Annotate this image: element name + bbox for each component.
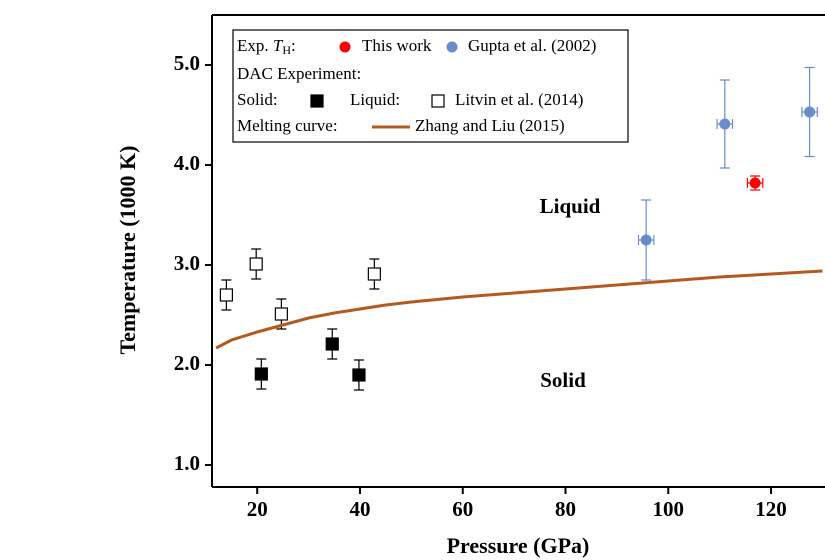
legend-label: Gupta et al. (2002) — [468, 36, 596, 55]
legend-label: Solid: — [237, 90, 278, 109]
legend-exp-label: Exp. TH: — [237, 36, 296, 57]
square-marker — [249, 257, 263, 271]
square-marker — [254, 367, 268, 381]
legend-label: Zhang and Liu (2015) — [415, 116, 565, 135]
legend-exp-subscript: H — [282, 43, 291, 57]
circle-marker — [640, 234, 652, 246]
legend-exp-text: Exp. — [237, 36, 273, 55]
x-tick-label: 60 — [452, 497, 473, 521]
y-tick-label: 3.0 — [174, 251, 200, 275]
square-marker — [219, 288, 233, 302]
x-axis-label: Pressure (GPa) — [447, 533, 590, 558]
y-tick-label: 5.0 — [174, 51, 200, 75]
region-annotation: Liquid — [540, 194, 601, 218]
y-tick-label: 4.0 — [174, 151, 200, 175]
y-tick-label: 1.0 — [174, 451, 200, 475]
legend-exp-colon: : — [291, 36, 296, 55]
x-tick-label: 80 — [555, 497, 576, 521]
legend-label: Liquid: — [350, 90, 400, 109]
x-tick-label: 20 — [247, 497, 268, 521]
legend: Exp. TH: DAC Experiment: Litvin et al. (… — [232, 29, 629, 143]
x-tick-label: 40 — [349, 497, 370, 521]
circle-marker — [446, 41, 458, 53]
circle-marker — [804, 106, 816, 118]
legend-dac-label: DAC Experiment: — [237, 64, 361, 83]
circle-marker — [339, 41, 351, 53]
square-marker — [367, 267, 381, 281]
square-marker — [431, 94, 445, 108]
legend-box — [232, 29, 629, 143]
legend-exp-symbol: T — [273, 36, 284, 55]
square-marker — [274, 307, 288, 321]
x-tick-label: 120 — [755, 497, 787, 521]
square-marker — [352, 368, 366, 382]
melting-curve — [215, 269, 823, 350]
circle-marker — [749, 177, 761, 189]
square-marker — [310, 94, 324, 108]
square-marker — [325, 337, 339, 351]
x-tick-label: 100 — [653, 497, 685, 521]
legend-label: This work — [362, 36, 432, 55]
plot-area — [215, 66, 823, 391]
legend-melting-label: Melting curve: — [237, 116, 338, 135]
y-axis-label: Temperature (1000 K) — [115, 146, 140, 355]
y-tick-label: 2.0 — [174, 351, 200, 375]
legend-litvin-label: Litvin et al. (2014) — [455, 90, 583, 109]
region-annotation: Solid — [540, 368, 586, 392]
circle-marker — [719, 118, 731, 130]
